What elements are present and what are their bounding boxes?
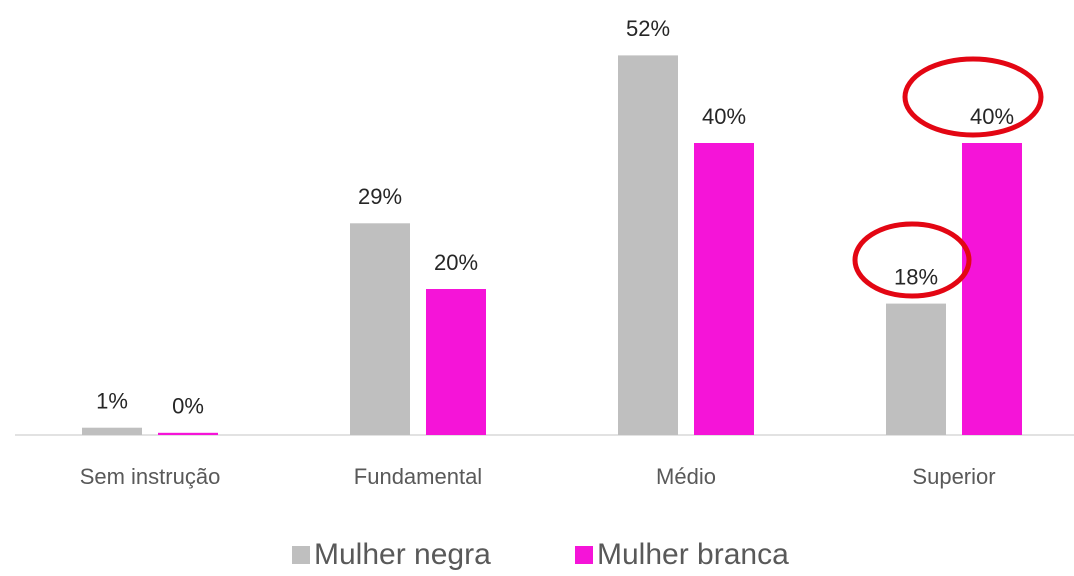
highlight-circle — [852, 221, 972, 299]
value-label: 40% — [970, 104, 1014, 129]
bar — [886, 303, 946, 435]
value-label: 1% — [96, 389, 128, 414]
value-label: 29% — [358, 184, 402, 209]
bar — [618, 55, 678, 436]
value-label: 52% — [626, 16, 670, 41]
value-label: 40% — [702, 104, 746, 129]
bar — [694, 143, 754, 435]
bar — [426, 289, 486, 435]
x-tick-label: Fundamental — [354, 464, 482, 489]
highlight-circle — [902, 56, 1044, 138]
bar — [962, 143, 1022, 435]
x-tick-label: Superior — [912, 464, 995, 489]
bar — [158, 432, 218, 435]
legend-label: Mulher negra — [314, 538, 491, 571]
value-label: 0% — [172, 394, 204, 419]
x-tick-label: Sem instrução — [80, 464, 221, 489]
bar — [350, 223, 410, 435]
legend-swatch — [292, 546, 310, 564]
bar — [82, 427, 142, 435]
legend-label: Mulher branca — [597, 538, 789, 571]
value-label: 20% — [434, 250, 478, 275]
value-label: 18% — [894, 264, 938, 289]
legend-swatch — [575, 546, 593, 564]
x-tick-label: Médio — [656, 464, 716, 489]
